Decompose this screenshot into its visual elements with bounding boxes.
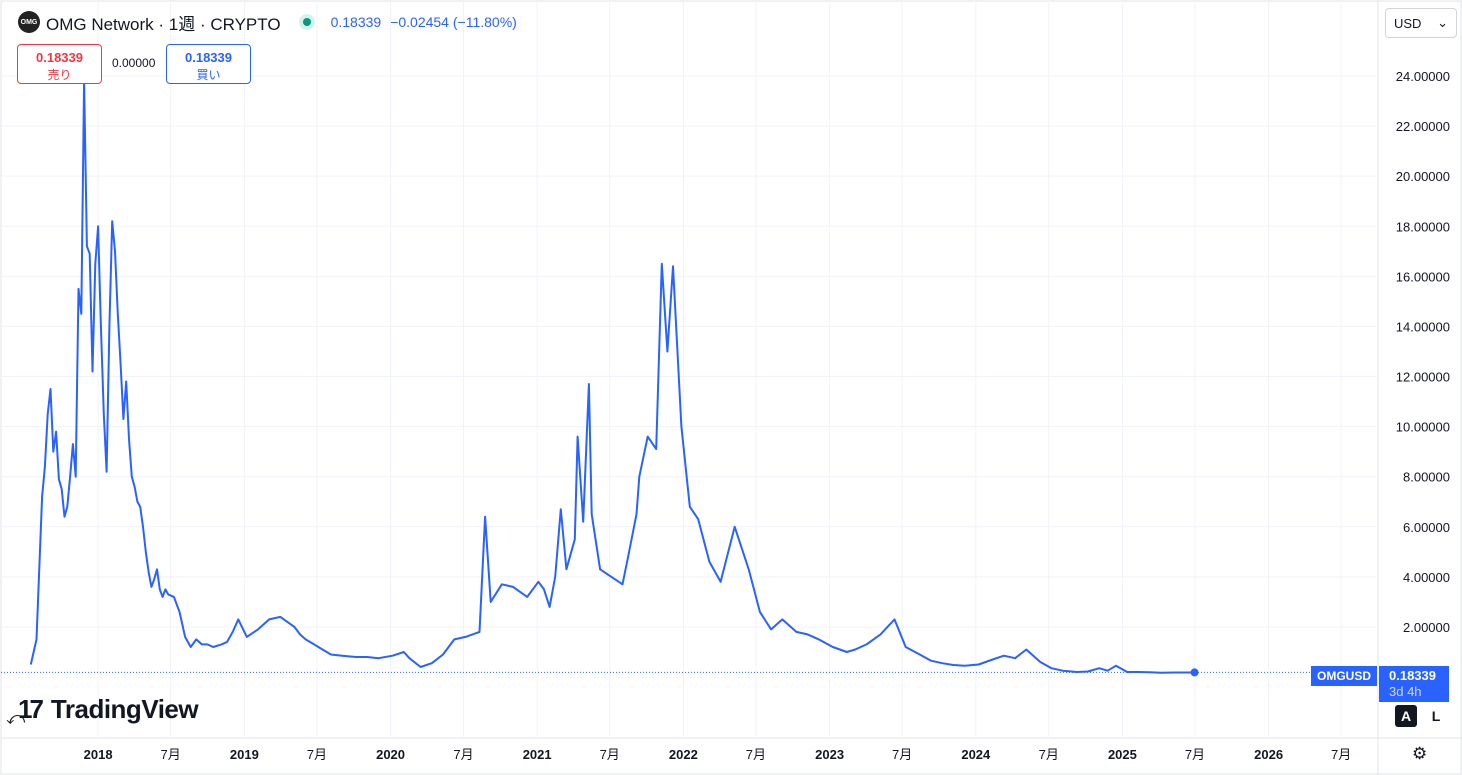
sell-button[interactable]: 0.18339 売り (17, 44, 102, 84)
x-tick-label: 7月 (161, 747, 181, 762)
y-tick-label: 4.00000 (1403, 570, 1450, 585)
log-scale-button[interactable]: L (1425, 705, 1447, 727)
last-price-point (1190, 668, 1199, 677)
buy-button[interactable]: 0.18339 買い (166, 44, 251, 84)
x-tick-label: 2022 (669, 747, 698, 762)
y-tick-label: 14.00000 (1396, 319, 1450, 334)
y-tick-label: 24.00000 (1396, 69, 1450, 84)
chevron-down-icon: ⌄ (1437, 15, 1448, 30)
symbol-price-label: OMGUSD (1311, 666, 1377, 686)
currency-value: USD (1394, 15, 1422, 31)
sell-label: 売り (47, 68, 72, 82)
currency-selector[interactable]: USD ⌄ (1385, 8, 1457, 38)
tradingview-logo[interactable]: 17 TradingView (18, 694, 199, 725)
x-tick-label: 7月 (1185, 747, 1205, 762)
grid (1, 1, 1378, 738)
y-tick-label: 22.00000 (1396, 119, 1450, 134)
x-tick-label: 7月 (307, 747, 327, 762)
scroll-back-icon[interactable]: ⤺ (6, 708, 26, 728)
market-open-icon (298, 14, 315, 30)
x-tick-label: 2024 (961, 747, 991, 762)
auto-scale-button[interactable]: A (1395, 705, 1417, 727)
y-tick-label: 12.00000 (1396, 370, 1450, 385)
y-tick-label: 18.00000 (1396, 219, 1450, 234)
tradingview-wordmark: TradingView (50, 694, 199, 724)
spread-value: 0.00000 (112, 56, 156, 70)
price-series-line (29, 80, 1195, 674)
x-tick-label: 2021 (523, 747, 552, 762)
y-tick-label: 10.00000 (1396, 420, 1450, 435)
last-price-value: 0.18339 (1389, 668, 1436, 683)
x-tick-label: 7月 (453, 747, 473, 762)
gear-icon[interactable]: ⚙ (1412, 744, 1428, 763)
x-tick-label: 2020 (376, 747, 405, 762)
x-tick-label: 7月 (600, 747, 620, 762)
last-price-label: 0.18339 3d 4h (1379, 666, 1449, 702)
x-tick-label: 2018 (84, 747, 113, 762)
header-change: −0.02454 (−11.80%) (390, 14, 517, 30)
omg-logo-icon: OMG (18, 11, 40, 33)
x-axis-labels: 2018 7月 2019 7月 2020 7月 2021 7月 2022 7月 2023 7月 2024… (84, 747, 1352, 762)
bar-countdown: 3d 4h (1389, 684, 1422, 699)
tradingview-mark-icon: 17 (18, 694, 44, 724)
x-tick-label: 7月 (1331, 747, 1351, 762)
x-tick-label: 7月 (1039, 747, 1059, 762)
y-tick-label: 8.00000 (1403, 470, 1450, 485)
buy-label: 買い (196, 68, 221, 82)
sell-price: 0.18339 (36, 50, 83, 65)
symbol-title[interactable]: OMG Network · 1週 · CRYPTO (46, 14, 281, 34)
symbol-header: OMG OMG Network · 1週 · CRYPTO 0.18339 −0… (18, 8, 517, 36)
buy-price: 0.18339 (185, 50, 232, 65)
x-tick-label: 2019 (230, 747, 259, 762)
x-tick-label: 7月 (892, 747, 912, 762)
y-tick-label: 6.00000 (1403, 520, 1450, 535)
x-tick-label: 2026 (1254, 747, 1283, 762)
y-tick-label: 20.00000 (1396, 169, 1450, 184)
y-tick-label: 16.00000 (1396, 269, 1450, 284)
y-tick-label: 2.00000 (1403, 620, 1450, 635)
x-tick-label: 2025 (1108, 747, 1137, 762)
x-tick-label: 2023 (815, 747, 844, 762)
y-axis-labels: 2.00000 4.00000 6.00000 8.00000 10.00000 12.0… (1396, 69, 1450, 635)
x-tick-label: 7月 (746, 747, 766, 762)
header-price: 0.18339 (330, 14, 382, 30)
